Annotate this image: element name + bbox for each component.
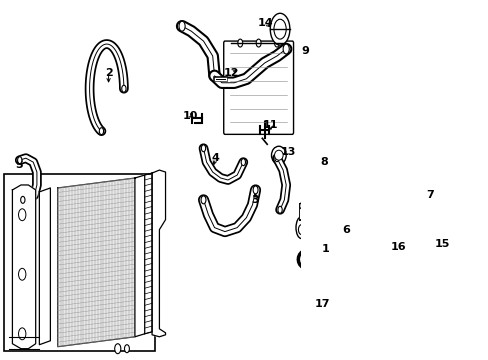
- Polygon shape: [135, 175, 144, 337]
- Polygon shape: [58, 178, 135, 347]
- Circle shape: [304, 248, 316, 268]
- Ellipse shape: [274, 150, 283, 160]
- Circle shape: [274, 155, 279, 162]
- Ellipse shape: [408, 192, 411, 206]
- Text: 9: 9: [301, 46, 309, 56]
- Circle shape: [241, 159, 245, 166]
- Circle shape: [99, 128, 103, 135]
- Polygon shape: [152, 170, 165, 337]
- Text: 1: 1: [322, 244, 329, 255]
- Circle shape: [201, 145, 205, 152]
- Text: 7: 7: [426, 190, 433, 200]
- Circle shape: [298, 225, 304, 235]
- Circle shape: [124, 345, 129, 353]
- Circle shape: [273, 19, 285, 39]
- Text: 10: 10: [182, 111, 197, 121]
- Circle shape: [253, 186, 258, 194]
- Circle shape: [283, 44, 289, 54]
- FancyBboxPatch shape: [224, 41, 293, 134]
- Text: 4: 4: [211, 153, 219, 163]
- Circle shape: [299, 203, 303, 209]
- Text: 16: 16: [390, 243, 405, 252]
- Circle shape: [179, 21, 185, 31]
- Text: 12: 12: [223, 68, 238, 78]
- Circle shape: [256, 39, 261, 47]
- Circle shape: [19, 268, 26, 280]
- Circle shape: [274, 39, 279, 47]
- Circle shape: [277, 206, 282, 213]
- Ellipse shape: [375, 192, 379, 206]
- Text: 3: 3: [251, 195, 259, 205]
- Circle shape: [18, 157, 22, 164]
- Polygon shape: [12, 185, 36, 349]
- Polygon shape: [39, 188, 50, 345]
- Circle shape: [201, 196, 205, 204]
- Text: 5: 5: [15, 160, 22, 170]
- Ellipse shape: [295, 217, 306, 239]
- Circle shape: [270, 13, 289, 45]
- Text: 15: 15: [434, 239, 449, 249]
- Text: 11: 11: [263, 121, 278, 130]
- Circle shape: [19, 328, 26, 340]
- Circle shape: [237, 39, 242, 47]
- Ellipse shape: [430, 237, 452, 278]
- Circle shape: [306, 252, 313, 264]
- Circle shape: [20, 196, 25, 203]
- Text: 14: 14: [258, 18, 273, 28]
- Circle shape: [19, 209, 26, 221]
- Circle shape: [115, 344, 121, 354]
- Text: 6: 6: [342, 225, 349, 235]
- Circle shape: [122, 85, 126, 92]
- Ellipse shape: [271, 146, 285, 164]
- Ellipse shape: [392, 249, 406, 275]
- Ellipse shape: [388, 243, 409, 282]
- Text: 2: 2: [104, 68, 112, 78]
- Bar: [4, 174, 155, 351]
- Text: 8: 8: [320, 157, 327, 167]
- Text: 17: 17: [314, 299, 329, 309]
- Circle shape: [319, 284, 325, 294]
- Text: 13: 13: [280, 147, 295, 157]
